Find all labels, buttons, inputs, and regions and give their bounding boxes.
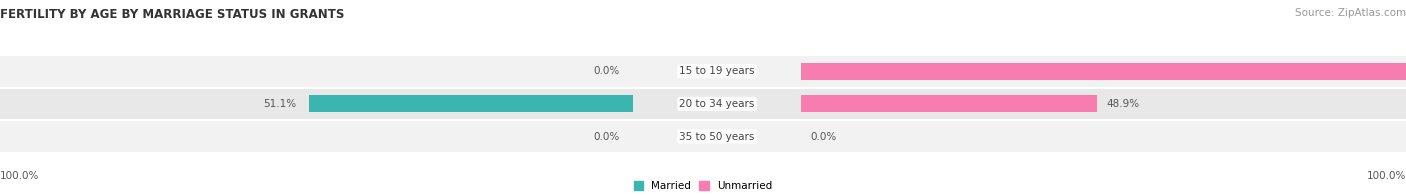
- Text: 100.0%: 100.0%: [1367, 171, 1406, 181]
- Bar: [801, 95, 1097, 112]
- Text: 0.0%: 0.0%: [593, 66, 620, 76]
- Bar: [309, 95, 633, 112]
- Text: 48.9%: 48.9%: [1107, 99, 1139, 109]
- Text: Source: ZipAtlas.com: Source: ZipAtlas.com: [1295, 8, 1406, 18]
- Text: 100.0%: 100.0%: [0, 171, 39, 181]
- Legend: Married, Unmarried: Married, Unmarried: [634, 181, 772, 191]
- Bar: [801, 63, 1406, 80]
- Text: 15 to 19 years: 15 to 19 years: [679, 66, 755, 76]
- Text: 0.0%: 0.0%: [810, 132, 837, 142]
- Text: 35 to 50 years: 35 to 50 years: [679, 132, 755, 142]
- Text: FERTILITY BY AGE BY MARRIAGE STATUS IN GRANTS: FERTILITY BY AGE BY MARRIAGE STATUS IN G…: [0, 8, 344, 21]
- Text: 0.0%: 0.0%: [593, 132, 620, 142]
- Text: 20 to 34 years: 20 to 34 years: [679, 99, 755, 109]
- Text: 51.1%: 51.1%: [263, 99, 297, 109]
